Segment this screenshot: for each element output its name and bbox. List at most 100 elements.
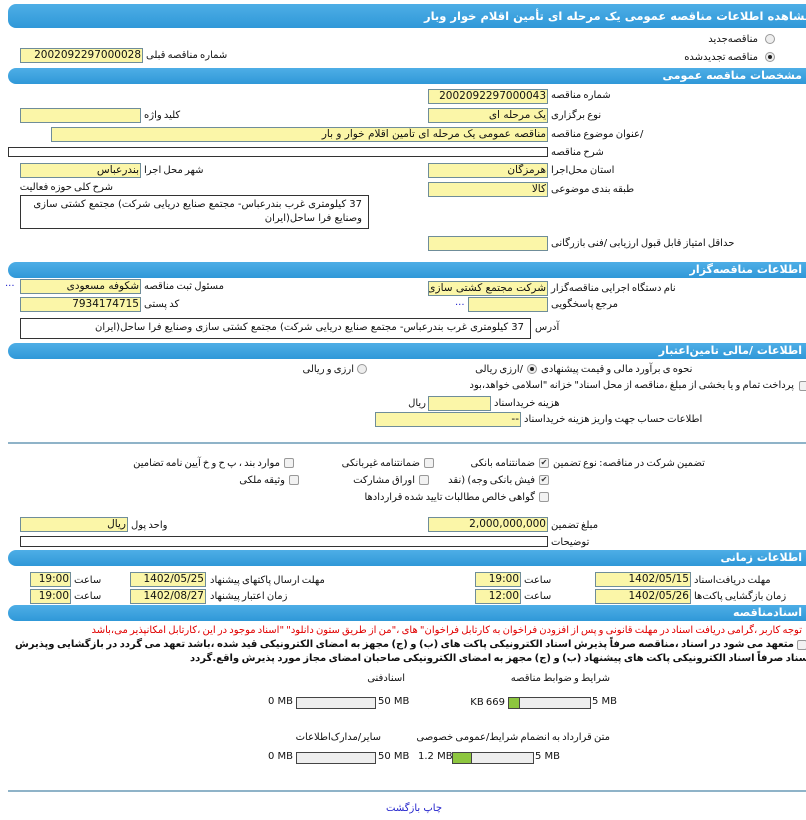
guarantee-property-checkbox[interactable] [289,475,299,485]
opening-time[interactable]: 12:00 [475,589,521,604]
postal-code-label: کد پستی [144,299,180,310]
registrar-field[interactable]: شکوفه مسعودی [20,279,141,294]
subject-label: /عنوان موضوع مناقصه [551,129,644,140]
rial-radio[interactable] [527,364,537,374]
reference-more-link[interactable]: ... [455,297,465,308]
prev-number-label: شماره مناقصه قبلی [146,50,228,61]
currency-field[interactable]: ریال [20,517,128,532]
commitment-checkbox[interactable] [797,640,806,650]
doc-cost-unit: ریال [408,398,426,409]
province-field[interactable]: هرمزگان [428,163,548,178]
currency-rial-radio[interactable] [357,364,367,374]
tender-number-field[interactable]: 2002092297000043 [428,89,548,104]
address-label: آدرس [535,322,560,333]
tender-number-label: شماره مناقصه [551,90,611,101]
validity-time[interactable]: 19:00 [30,589,71,604]
doc-deadline-date[interactable]: 1402/05/15 [595,572,691,587]
validity-label: زمان اعتبار پیشنهاد [210,591,288,602]
opening-date[interactable]: 1402/05/26 [595,589,691,604]
min-score-field[interactable] [428,236,548,251]
file-other-label: سایر/مدارک‌اطلاعات [295,732,381,743]
estimate-label: نحوه ی برآورد مالی و قیمت پیشنهادی [541,364,693,375]
guarantee-cash-label: فیش بانکی وجه) (نقد [448,475,535,486]
doc-deadline-label: مهلت دریافت‌اسناد [694,575,771,586]
commitment-text-2: اسناد صرفاً اسناد الکترونیکی پاکت های پی… [190,653,806,664]
reference-field[interactable] [468,297,548,312]
renewed-tender-radio[interactable] [765,52,775,62]
account-field[interactable]: -- [375,412,521,427]
guarantee-cash-checkbox[interactable]: ✔ [539,475,549,485]
guarantee-nonbank-label: ضمانتنامه غیربانکی [341,458,420,469]
divider [8,790,806,792]
subject-field[interactable]: مناقصه عمومی یک مرحله ای تأمین اقلام خوا… [51,127,548,142]
guarantee-bank-label: ضمانتنامه بانکی [470,458,535,469]
treasury-checkbox[interactable] [799,381,806,391]
new-tender-radio[interactable] [765,34,775,44]
file-conditions-label: شرایط و ضوابط مناقصه [510,673,610,684]
category-field[interactable]: کالا [428,182,548,197]
file-technical-label: اسنادفنی [367,673,405,684]
prev-number-field[interactable]: 2002092297000028 [20,48,143,63]
guarantee-clauses-label: موارد بند ، پ ح و خ آیین نامه تضامین [133,458,280,469]
submit-deadline-date[interactable]: 1402/05/25 [130,572,206,587]
city-label: شهر محل اجرا [144,165,204,176]
file-conditions-size: 669 KB [470,697,505,708]
address-field[interactable]: 37 کیلومتری غرب بندرعباس- مجتمع صنایع در… [20,318,531,339]
currency-label: واحد پول [131,520,168,531]
file-contract-size: 1.2 MB [418,751,453,762]
time-label: ساعت [74,591,102,602]
download-notice: توجه کاربر ،گرامی دریافت اسناد در مهلت ق… [91,625,802,636]
back-link[interactable]: بازگشت [386,803,421,814]
guarantee-amount-field[interactable]: 2,000,000,000 [428,517,548,532]
file-technical-progress [296,697,376,709]
file-other-progress [296,752,376,764]
time-label: ساعت [524,575,552,586]
notes-field[interactable] [20,536,548,547]
submit-deadline-label: مهلت ارسال پاکتهای پیشنهاد [210,575,325,586]
guarantee-bonds-label: اوراق مشارکت [353,475,415,486]
guarantee-clauses-checkbox[interactable] [284,458,294,468]
postal-code-field[interactable]: 7934174715 [20,297,141,312]
account-label: اطلاعات حساب جهت واریز هزینه خریداسناد [524,414,703,425]
category-label: طبقه بندی موضوعی [551,184,635,195]
currency-rial-label: ارزی و ریالی [302,364,355,375]
time-label: ساعت [524,591,552,602]
file-technical-size: 0 MB [268,696,294,707]
print-link[interactable]: چاپ [423,803,443,814]
registrar-more-link[interactable]: ... [5,278,15,289]
guarantee-claims-checkbox[interactable] [539,492,549,502]
doc-cost-field[interactable] [428,396,491,411]
registrar-label: مسئول ثبت مناقصه [144,281,224,292]
guarantee-claims-label: گواهی خالص مطالبات تایید شده قراردادها [364,492,535,503]
rial-label: /ارزی ریالی [475,364,523,375]
treasury-text: پرداخت تمام و یا بخشی از مبلغ ،مناقصه از… [469,380,794,391]
province-label: استان محل‌اجرا [551,165,615,176]
activity-textarea[interactable]: 37 کیلومتری غرب بندرعباس- مجتمع صنایع در… [20,195,369,229]
finance-section-header: اطلاعات /مالی تامین‌اعتبار [8,343,806,359]
general-section-header: مشخصات مناقصه عمومی [8,68,806,84]
organizer-field[interactable]: شرکت مجتمع کشتی سازی [428,281,548,296]
file-contract-progress [452,752,534,764]
page-title: مشاهده اطلاعات مناقصه عمومی یک مرحله ای … [8,4,806,28]
guarantee-property-label: وثیقه ملکی [239,475,285,486]
commitment-text-1: متعهد می شود در اسناد ،مناقصه صرفاً پذیر… [14,639,794,650]
file-contract-label: متن قرارداد به انضمام شرایط/عمومی خصوصی [416,732,610,743]
guarantee-bonds-checkbox[interactable] [419,475,429,485]
file-technical-max: 50 MB [378,696,410,707]
guarantee-bank-checkbox[interactable]: ✔ [539,458,549,468]
new-tender-label: مناقصه‌جدید [708,34,758,45]
description-field[interactable] [8,147,548,157]
keyword-field[interactable] [20,108,141,123]
doc-cost-label: هزینه خریداسناد [494,398,560,409]
progress-fill [509,698,520,708]
validity-date[interactable]: 1402/08/27 [130,589,206,604]
holding-type-field[interactable]: یک مرحله ای [428,108,548,123]
description-label: شرح مناقصه [551,147,604,158]
reference-label: مرجع پاسخگویی [551,299,619,310]
holding-type-label: نوع برگزاری [551,110,602,121]
submit-deadline-time[interactable]: 19:00 [30,572,71,587]
city-field[interactable]: بندرعباس [20,163,141,178]
doc-deadline-time[interactable]: 19:00 [475,572,521,587]
organizer-section-header: اطلاعات مناقصه‌گزار [8,262,806,278]
guarantee-nonbank-checkbox[interactable] [424,458,434,468]
